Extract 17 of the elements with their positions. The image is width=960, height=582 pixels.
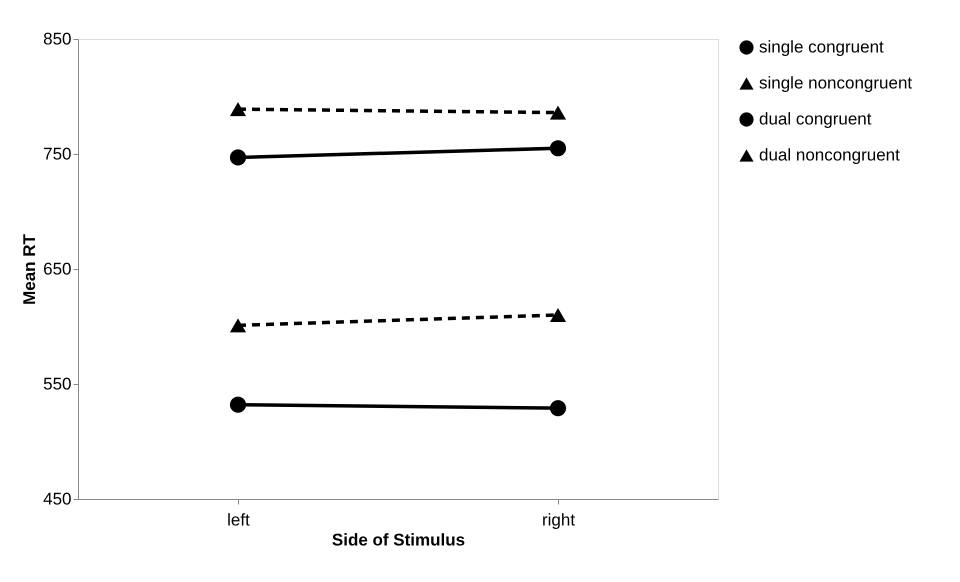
x-axis-title: Side of Stimulus bbox=[332, 530, 466, 550]
x-tick-label: left bbox=[227, 510, 250, 530]
x-tick-label: right bbox=[542, 510, 576, 530]
y-tick-label: 550 bbox=[43, 374, 72, 394]
legend-label: single noncongruent bbox=[759, 74, 912, 92]
point bbox=[550, 140, 566, 156]
y-tick-label: 850 bbox=[43, 30, 72, 48]
point bbox=[550, 400, 566, 416]
legend-label: single congruent bbox=[759, 38, 884, 56]
point bbox=[230, 149, 246, 166]
y-tick-label: 450 bbox=[43, 490, 72, 508]
legend-label: dual congruent bbox=[759, 110, 872, 128]
y-tick-label: 750 bbox=[43, 144, 72, 164]
point bbox=[230, 396, 246, 413]
legend-label: dual noncongruent bbox=[759, 146, 900, 164]
y-tick-label: 650 bbox=[43, 260, 72, 278]
y-axis-title: Mean RT bbox=[20, 233, 40, 305]
